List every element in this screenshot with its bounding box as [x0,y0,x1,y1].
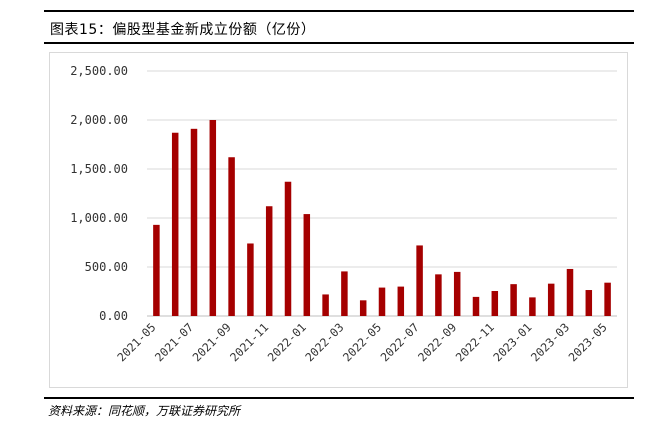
figure-title: 图表15：偏股型基金新成立份额（亿份） [50,22,316,38]
x-tick-label: 2022-11 [453,320,497,364]
x-tick-label: 2021-11 [227,320,271,364]
x-tick-label: 2022-07 [378,320,422,364]
bar [171,132,179,316]
bar [303,214,311,316]
bar [585,290,593,316]
bar [359,300,367,316]
x-tick-label: 2022-01 [265,320,309,364]
bar [604,282,611,316]
bar [510,284,517,316]
y-tick-label: 1,500.00 [70,162,128,176]
y-tick-label: 1,000.00 [70,211,128,225]
y-tick-label: 0.00 [99,309,128,323]
bar [529,297,536,316]
x-tick-label: 2022-09 [415,320,459,364]
source-note: 资料来源：同花顺，万联证券研究所 [48,404,241,418]
bar [547,283,555,316]
chart-frame [49,52,628,388]
bar [341,271,348,316]
x-tick-label: 2021-05 [114,320,158,364]
x-tick-label: 2023-01 [490,320,534,364]
footer-rule [44,397,634,399]
y-tick-label: 2,000.00 [70,113,128,127]
bar [153,224,160,316]
y-tick-label: 500.00 [85,260,128,274]
y-tick-label: 2,500.00 [70,64,128,78]
bar [284,181,292,316]
bar [247,243,254,316]
bar [472,296,480,316]
bar [416,245,423,316]
bar [397,286,405,316]
bar [491,291,499,316]
bar [435,274,442,316]
x-tick-label: 2022-03 [302,320,346,364]
bar [265,206,273,316]
bar [322,294,329,316]
x-tick-label: 2022-05 [340,320,384,364]
bar [566,268,574,316]
x-tick-label: 2021-09 [190,320,234,364]
title-bar: 图表15：偏股型基金新成立份额（亿份） [44,10,634,44]
bar [209,120,217,316]
bar [228,157,235,316]
bar [378,287,386,316]
x-tick-label: 2021-07 [152,320,196,364]
bar [453,271,461,316]
bar [190,128,198,316]
x-tick-label: 2023-03 [528,320,572,364]
x-tick-label: 2023-05 [566,320,610,364]
